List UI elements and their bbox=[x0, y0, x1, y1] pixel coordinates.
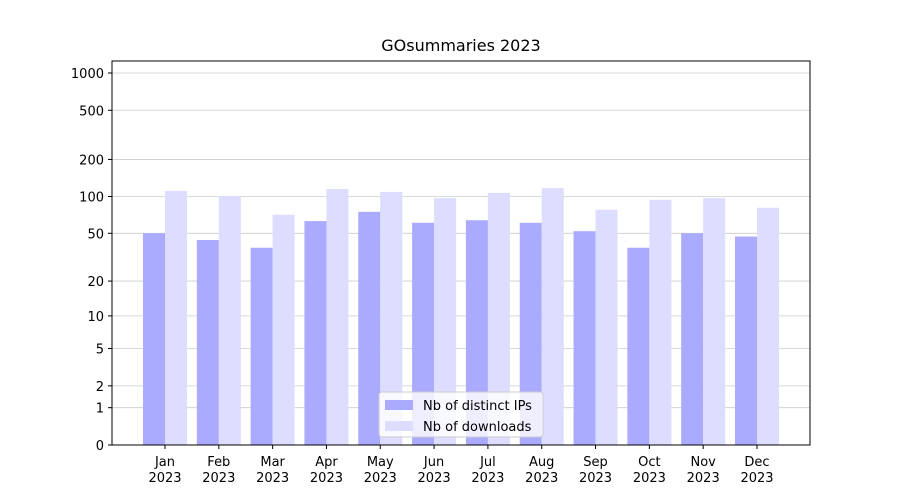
x-tick-label: Mar 2023 bbox=[256, 455, 289, 486]
y-tick-label: 100 bbox=[79, 191, 104, 206]
x-tick-label: Jan 2023 bbox=[148, 455, 181, 486]
x-tick-label: Sep 2023 bbox=[579, 455, 612, 486]
bar bbox=[465, 220, 488, 445]
bar bbox=[143, 233, 165, 445]
legend-label: Nb of downloads bbox=[423, 420, 532, 435]
legend: Nb of distinct IPs Nb of downloads bbox=[378, 391, 544, 438]
bar bbox=[735, 236, 757, 445]
legend-swatch bbox=[385, 421, 413, 431]
chart-title: GOsummaries 2023 bbox=[381, 36, 540, 55]
x-tick-label: Nov 2023 bbox=[687, 455, 720, 486]
bar bbox=[541, 188, 564, 445]
bar bbox=[304, 221, 327, 445]
bar bbox=[412, 222, 435, 445]
bar bbox=[380, 191, 403, 445]
bar bbox=[757, 207, 779, 445]
bar bbox=[519, 222, 542, 445]
bar bbox=[649, 199, 672, 445]
bar bbox=[434, 198, 457, 445]
bar bbox=[595, 209, 618, 445]
bar bbox=[218, 195, 241, 445]
x-tick-label: Aug 2023 bbox=[525, 455, 558, 486]
legend-label: Nb of distinct IPs bbox=[423, 399, 532, 414]
y-tick-label: 10 bbox=[87, 310, 104, 325]
bar bbox=[703, 198, 726, 445]
y-tick-label: 500 bbox=[79, 104, 104, 119]
y-tick-label: 5 bbox=[96, 343, 104, 358]
bar bbox=[326, 189, 349, 445]
bar bbox=[196, 240, 219, 445]
y-tick-label: 0 bbox=[96, 439, 104, 454]
y-tick-label: 2 bbox=[96, 380, 104, 395]
bar bbox=[272, 214, 295, 445]
bar bbox=[627, 247, 650, 445]
x-tick-label: Jul 2023 bbox=[471, 455, 504, 486]
y-tick-label: 50 bbox=[87, 227, 104, 242]
x-tick-label: Feb 2023 bbox=[202, 455, 235, 486]
y-tick-label: 200 bbox=[79, 153, 104, 168]
plot-frame bbox=[111, 60, 811, 446]
legend-swatch bbox=[385, 400, 413, 410]
bar bbox=[681, 233, 704, 445]
bar bbox=[250, 247, 273, 445]
bar bbox=[358, 211, 381, 445]
y-tick-label: 1000 bbox=[71, 67, 104, 82]
bar bbox=[165, 190, 187, 445]
legend-box bbox=[378, 391, 544, 438]
x-tick-label: Oct 2023 bbox=[633, 455, 666, 486]
x-tick-label: Jun 2023 bbox=[418, 455, 451, 486]
y-tick-label: 1 bbox=[96, 402, 104, 417]
bar bbox=[573, 231, 596, 445]
bar bbox=[487, 192, 510, 445]
x-tick-label: Dec 2023 bbox=[740, 455, 773, 486]
y-tick-label: 20 bbox=[87, 275, 104, 290]
x-tick-label: May 2023 bbox=[364, 455, 397, 486]
x-tick-label: Apr 2023 bbox=[310, 455, 343, 486]
